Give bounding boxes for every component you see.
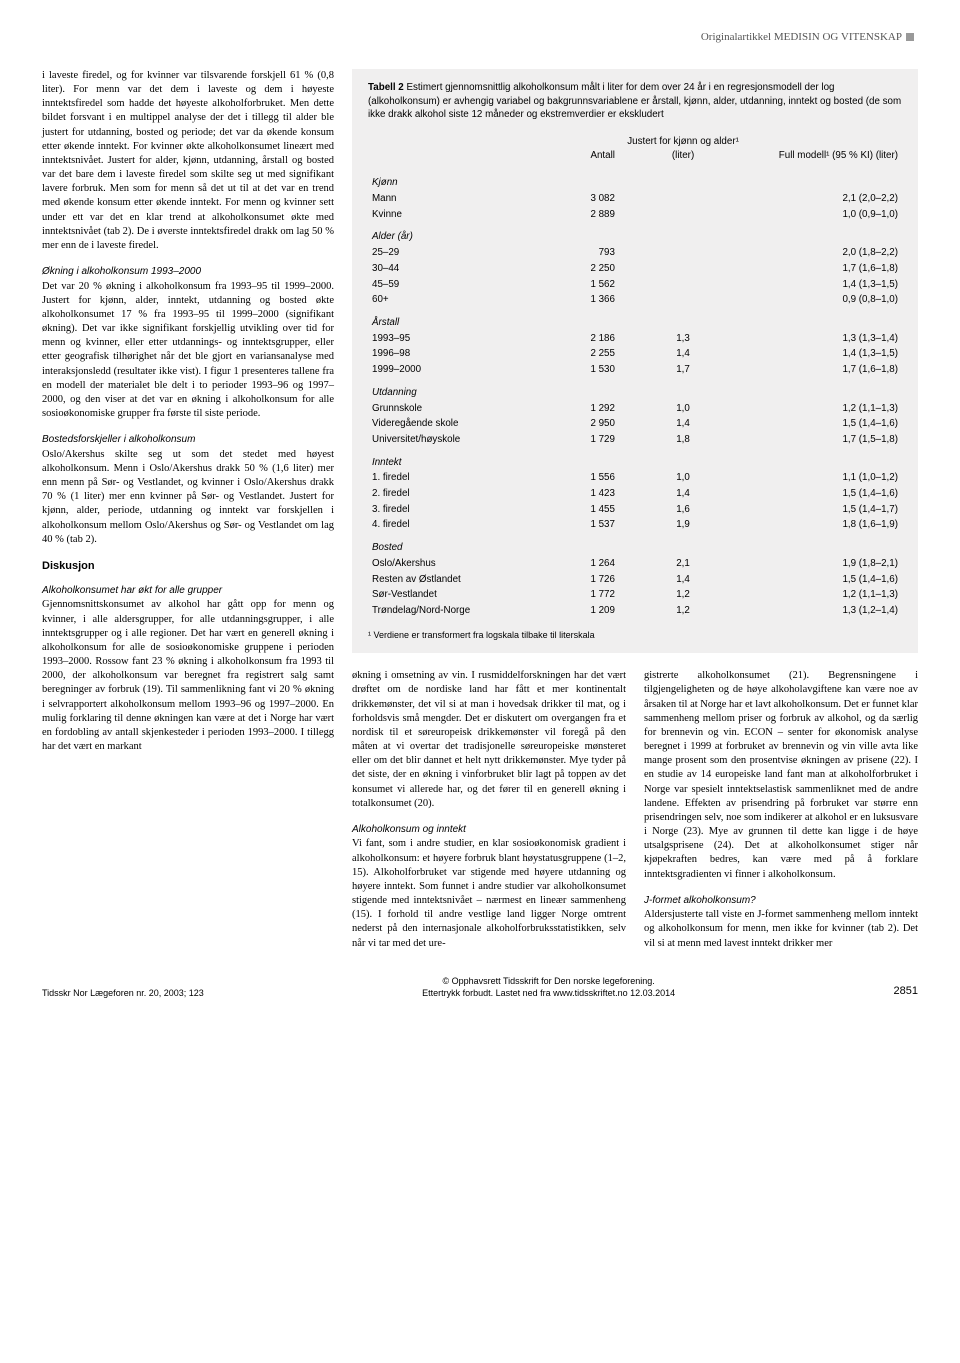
table-row: Mann3 0822,1 (2,0–2,2) [368, 191, 902, 207]
body-text: Gjennomsnittskonsumet av alkohol har gåt… [42, 598, 334, 754]
section-heading: Diskusjon [42, 559, 334, 574]
header-square-icon [906, 33, 914, 41]
main-content: i laveste firedel, og for kvinner var ti… [42, 69, 918, 951]
middle-column: økning i omsetning av vin. I rusmiddelfo… [352, 669, 626, 951]
table-row: 2. firedel1 4231,41,5 (1,4–1,6) [368, 486, 902, 502]
table-row: 30–442 2501,7 (1,6–1,8) [368, 261, 902, 277]
col-antall: Antall [539, 134, 619, 168]
table-section: Alder (år) [368, 222, 902, 245]
subheading: Bostedsforskjeller i alkoholkonsum [42, 433, 334, 447]
table-row: Trøndelag/Nord-Norge1 2091,21,3 (1,2–1,4… [368, 603, 902, 619]
left-column: i laveste firedel, og for kvinner var ti… [42, 69, 334, 951]
subheading: J-formet alkoholkonsum? [644, 894, 918, 908]
table-row: 1996–982 2551,41,4 (1,3–1,5) [368, 346, 902, 362]
table-footnote: ¹ Verdiene er transformert fra logskala … [368, 619, 902, 642]
page-footer: Tidsskr Nor Lægeforen nr. 20, 2003; 123 … [42, 975, 918, 999]
table-section: Bosted [368, 533, 902, 556]
body-text: økning i omsetning av vin. I rusmiddelfo… [352, 669, 626, 811]
right-lower-column: gistrerte alkoholkonsumet (21). Begrensn… [644, 669, 918, 951]
table-row: Grunnskole1 2921,01,2 (1,1–1,3) [368, 401, 902, 417]
table-section: Årstall [368, 308, 902, 331]
table-row: Universitet/høyskole1 7291,81,7 (1,5–1,8… [368, 432, 902, 448]
lower-two-columns: økning i omsetning av vin. I rusmiddelfo… [352, 669, 918, 951]
data-table: Antall Justert for kjønn og alder¹ (lite… [368, 134, 902, 619]
table-row: Kvinne2 8891,0 (0,9–1,0) [368, 207, 902, 223]
footer-left: Tidsskr Nor Lægeforen nr. 20, 2003; 123 [42, 987, 204, 999]
subheading: Alkoholkonsumet har økt for alle grupper [42, 584, 334, 598]
table-row: 1999–20001 5301,71,7 (1,6–1,8) [368, 362, 902, 378]
table-row: Sør-Vestlandet1 7721,21,2 (1,1–1,3) [368, 587, 902, 603]
table-row: 1993–952 1861,31,3 (1,3–1,4) [368, 331, 902, 347]
page-number: 2851 [894, 984, 918, 999]
table-row: 25–297932,0 (1,8–2,2) [368, 245, 902, 261]
table-section: Inntekt [368, 448, 902, 471]
table-2: Tabell 2 Estimert gjennomsnittlig alkoho… [352, 69, 918, 653]
body-text: Vi fant, som i andre studier, en klar so… [352, 837, 626, 950]
footer-center: © Opphavsrett Tidsskrift for Den norske … [204, 975, 894, 999]
running-header: Originalartikkel MEDISIN OG VITENSKAP [42, 30, 918, 45]
table-section: Kjønn [368, 168, 902, 191]
table-row: 60+1 3660,9 (0,8–1,0) [368, 292, 902, 308]
table-row: Oslo/Akershus1 2642,11,9 (1,8–2,1) [368, 556, 902, 572]
body-text: Aldersjusterte tall viste en J-formet sa… [644, 908, 918, 951]
table-caption: Tabell 2 Estimert gjennomsnittlig alkoho… [368, 81, 902, 122]
table-row: 3. firedel1 4551,61,5 (1,4–1,7) [368, 502, 902, 518]
body-text: gistrerte alkoholkonsumet (21). Begrensn… [644, 669, 918, 882]
table-row: 1. firedel1 5561,01,1 (1,0–1,2) [368, 470, 902, 486]
table-row: Videregående skole2 9501,41,5 (1,4–1,6) [368, 416, 902, 432]
col-justert: Justert for kjønn og alder¹ (liter) [619, 134, 747, 168]
table-row: 45–591 5621,4 (1,3–1,5) [368, 277, 902, 293]
body-text: Det var 20 % økning i alkoholkonsum fra … [42, 280, 334, 422]
col-full: Full modell¹ (95 % KI) (liter) [747, 134, 902, 168]
right-column: Tabell 2 Estimert gjennomsnittlig alkoho… [352, 69, 918, 951]
table-section: Utdanning [368, 378, 902, 401]
body-text: Oslo/Akershus skilte seg ut som det sted… [42, 448, 334, 547]
body-text: i laveste firedel, og for kvinner var ti… [42, 69, 334, 253]
subheading: Økning i alkoholkonsum 1993–2000 [42, 265, 334, 279]
table-row: 4. firedel1 5371,91,8 (1,6–1,9) [368, 517, 902, 533]
subheading: Alkoholkonsum og inntekt [352, 823, 626, 837]
table-row: Resten av Østlandet1 7261,41,5 (1,4–1,6) [368, 572, 902, 588]
